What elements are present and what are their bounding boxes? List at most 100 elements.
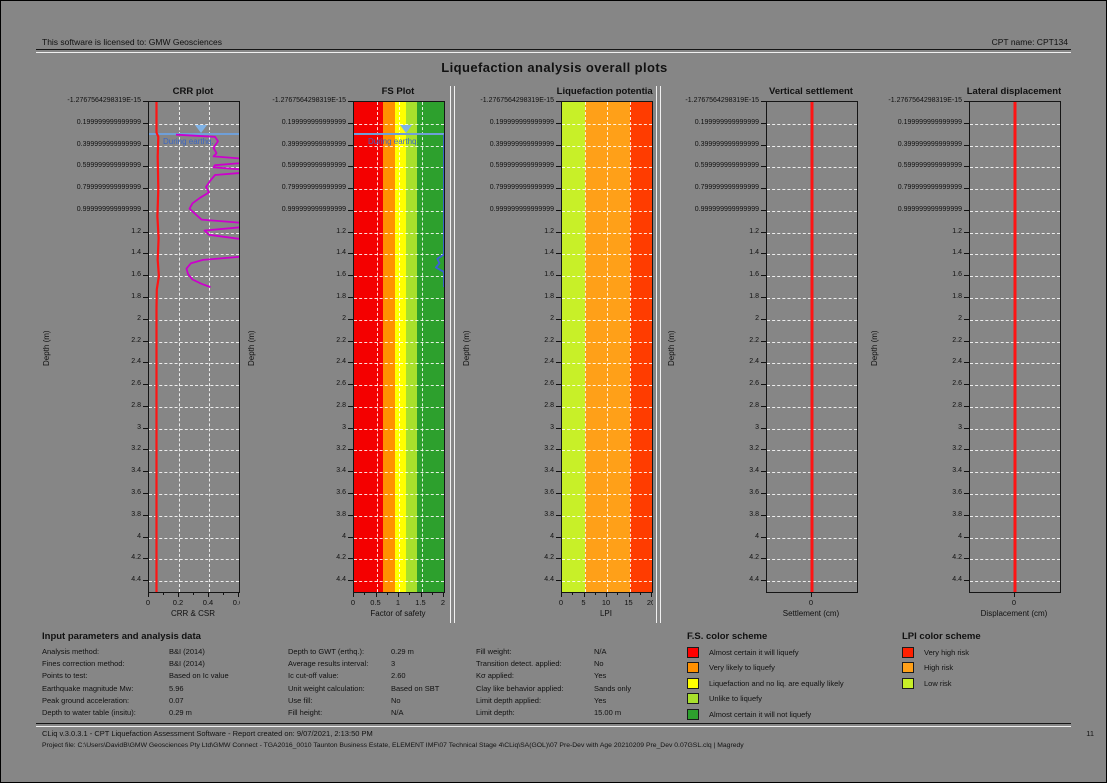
x-minor-tick [431,593,433,595]
y-tick-label: 1.6 [544,271,554,279]
color-swatch [902,677,914,689]
param-value: 5.96 [169,683,184,693]
y-tick-label: 3 [342,423,346,431]
x-minor-tick [617,593,619,595]
y-tick-label: 0.799999999999999 [281,184,346,192]
param-value: No [594,659,604,669]
series-FS [435,134,444,288]
y-tick-mark [761,340,766,342]
y-tick-label: 2.6 [749,380,759,388]
param-value: 0.29 m [391,647,414,656]
param-label: Earthquake magnitude Mw: [42,683,134,693]
h-gridline [149,319,239,321]
y-tick-mark [556,122,561,124]
fs-scheme-heading: F.S. color scheme [687,631,768,642]
y-tick-label: 2.4 [952,358,962,366]
curves-settlement [810,102,814,592]
y-tick-label: 2.8 [131,401,141,409]
legend-label: Low risk [924,678,952,688]
water-table-line [149,132,239,135]
y-tick-mark [761,580,766,582]
y-tick-label: 4 [342,532,346,540]
x-minor-tick [594,593,596,595]
band-lpi [562,102,585,592]
h-gridline [149,472,239,474]
x-minor-tick [223,593,224,595]
param-value: 0.07 [169,695,184,705]
param-value: N/A [594,647,607,656]
y-tick-mark [761,405,766,407]
x-tick-label: 10 [601,598,611,607]
y-tick-label: 4.4 [952,576,962,584]
color-swatch [687,662,699,674]
y-tick-mark [761,471,766,473]
y-tick-mark [761,122,766,124]
y-tick-mark [964,362,969,364]
curves-lateral [1013,102,1017,592]
y-tick-label: 3.2 [749,445,759,453]
y-tick-label: 2.8 [952,401,962,409]
y-tick-mark [964,384,969,386]
color-swatch [687,708,699,720]
y-tick-mark [348,384,353,386]
y-tick-mark [556,558,561,560]
h-gridline [149,341,239,343]
x-tick-mark [443,593,444,597]
y-tick-label: 0.399999999999999 [281,140,346,148]
y-tick-mark [964,144,969,146]
param-label: Average results interval: [288,659,369,669]
x-minor-tick [364,593,366,595]
plot-box-lateral [969,101,1061,593]
y-tick-mark [143,580,148,582]
y-tick-mark [761,188,766,190]
param-label: Clay like behavior applied: [476,683,564,693]
y-tick-mark [348,449,353,451]
y-tick-label: 1.4 [749,249,759,257]
y-tick-label: 1.2 [336,227,346,235]
y-tick-label: 3 [550,423,554,431]
y-tick-label: 1.6 [131,271,141,279]
param-value: 3 [391,659,396,669]
y-tick-label: 1.8 [131,293,141,300]
y-tick-label: 2.2 [749,336,759,344]
curves-fs [435,134,444,288]
y-tick-mark [348,471,353,473]
plot-separator-2 [656,86,661,623]
x-axis-name-settlement: Settlement (cm) [782,609,840,618]
y-tick-mark [143,122,148,124]
h-gridline [149,167,239,169]
y-tick-label: 1.4 [131,249,141,257]
x-tick-label: 0.4 [202,598,214,607]
y-tick-label: 1.6 [336,271,346,279]
y-tick-label: 3.2 [544,445,554,453]
y-tick-label: 4.2 [544,554,554,562]
y-tick-label: 3 [958,423,962,431]
y-tick-label: 2.2 [544,336,554,344]
y-tick-label: -1.2767564298319E-15 [480,97,554,104]
y-tick-label: 3.8 [336,510,346,518]
y-tick-label: 0.199999999999999 [489,118,554,126]
y-tick-label: -1.2767564298319E-15 [67,97,141,104]
y-tick-label: 3.8 [131,510,141,518]
y-tick-mark [348,297,353,298]
y-tick-mark [143,536,148,538]
y-tick-mark [964,427,969,429]
y-tick-label: 0.399999999999999 [489,140,554,148]
y-tick-mark [761,449,766,451]
y-tick-mark [143,231,148,233]
y-tick-label: 0.399999999999999 [897,140,962,148]
x-axis-name-lpi: LPI [599,609,612,618]
param-label: Fines correction method: [42,659,125,669]
y-tick-mark [348,166,353,168]
param-label: Use fill: [288,695,313,705]
y-tick-mark [143,209,148,211]
x-tick-label: 1 [395,598,401,607]
y-tick-mark [964,536,969,538]
y-tick-mark [761,231,766,233]
y-tick-mark [143,318,148,320]
y-tick-label: 3.2 [952,445,962,453]
y-tick-mark [556,101,561,102]
y-tick-mark [964,340,969,342]
y-tick-label: 2.4 [749,358,759,366]
